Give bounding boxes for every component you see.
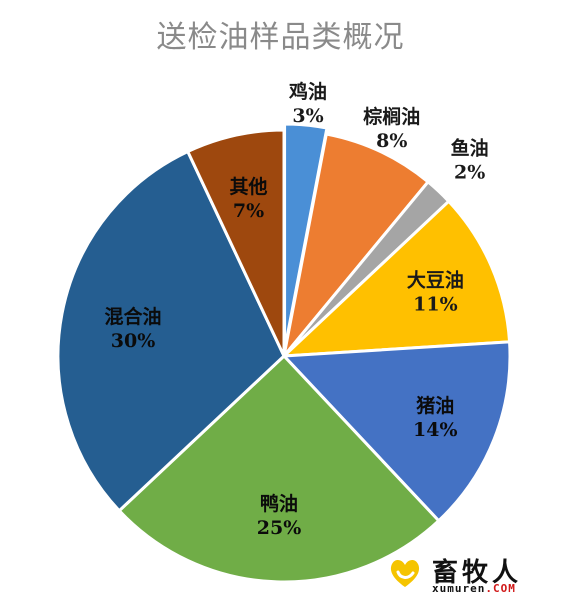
slice-name-label: 大豆油 xyxy=(407,268,464,291)
pie-slice xyxy=(56,149,286,513)
slice-percent-label: 8% xyxy=(376,130,407,152)
pie-slice xyxy=(282,132,431,357)
pie-slice xyxy=(117,353,441,584)
pie-slices xyxy=(56,122,512,584)
slice-percent-label: 7% xyxy=(233,200,264,222)
slice-name-label: 鸭油 xyxy=(260,492,298,515)
slice-percent-label: 11% xyxy=(413,293,458,315)
slice-percent-label: 30% xyxy=(111,330,156,352)
slice-percent-label: 14% xyxy=(413,419,458,441)
watermark-url: xumuren.COM xyxy=(432,582,516,595)
slice-percent-label: 2% xyxy=(454,161,485,183)
slice-percent-label: 3% xyxy=(292,105,323,127)
pie-slice xyxy=(185,128,286,357)
chart-title: 送检油样品类概况 xyxy=(156,20,405,55)
pie-slice xyxy=(279,199,512,358)
slice-name-label: 鱼油 xyxy=(451,136,489,159)
slice-name-label: 鸡油 xyxy=(288,80,327,103)
pie-slice xyxy=(280,340,512,523)
watermark-brand: 畜牧人 xyxy=(432,558,523,588)
slice-name-label: 其他 xyxy=(229,175,267,198)
watermark-logo: 畜牧人 xumuren.COM xyxy=(388,552,558,596)
slice-name-label: 混合油 xyxy=(105,305,162,328)
slice-name-label: 猪油 xyxy=(415,395,454,417)
slice-name-label: 棕榈油 xyxy=(363,105,420,128)
slice-percent-label: 25% xyxy=(257,517,302,539)
heart-icon xyxy=(390,559,420,587)
